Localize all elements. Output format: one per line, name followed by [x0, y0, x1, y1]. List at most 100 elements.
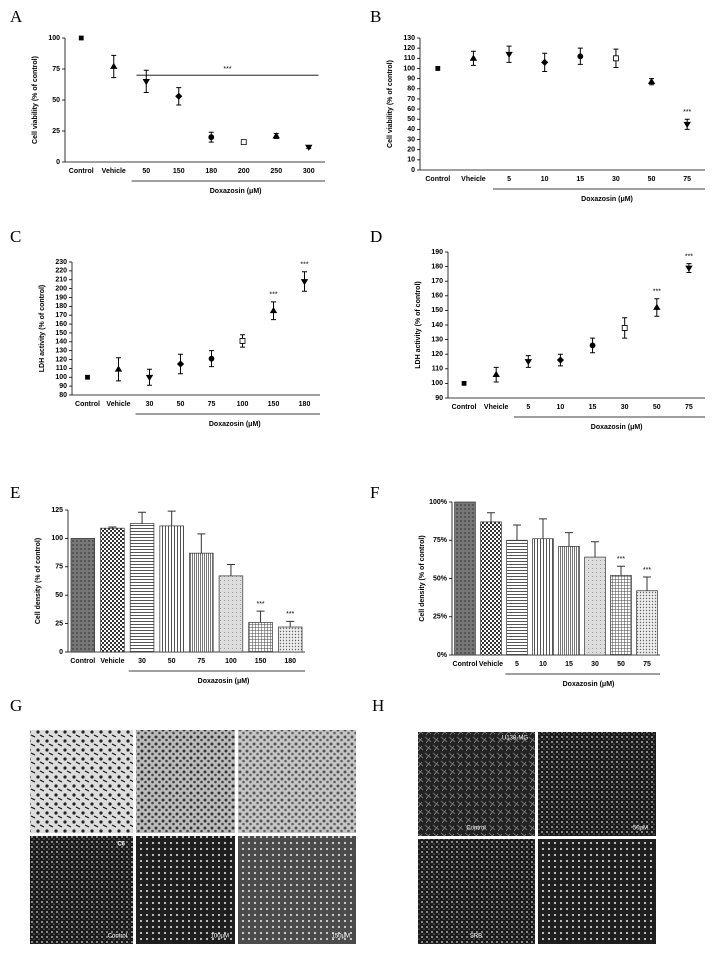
chart: E 0 25 50 75 100 125 Cell density (% of control…: [10, 483, 305, 685]
bar: [189, 552, 214, 653]
x-tick-label: 150: [255, 658, 267, 665]
y-tick-label: 50: [52, 97, 60, 104]
x-tick-label: 15: [589, 404, 597, 411]
point: [613, 55, 619, 62]
x-tick-label: Control: [453, 661, 478, 668]
x-tick-label: 250: [270, 168, 282, 175]
point: [110, 62, 118, 69]
point: [272, 132, 280, 139]
point: [577, 53, 584, 60]
y-tick-label: 160: [431, 293, 443, 300]
y-tick-label: 110: [432, 366, 443, 373]
point: [621, 325, 628, 331]
point: [524, 359, 533, 366]
chart: F 0% 25% 50% 75% 100% Cell density (% of contr…: [370, 483, 660, 688]
x-axis-label: Doxazosin (μM): [210, 188, 262, 195]
y-tick-label: 210: [55, 277, 67, 284]
error-bar: [643, 576, 651, 591]
y-tick-label: 50: [55, 592, 63, 599]
bar: [70, 538, 96, 653]
x-axis-label: Doxazosin (μM): [563, 681, 615, 688]
x-tick-label: Control: [75, 401, 100, 408]
panel-label: H: [372, 696, 384, 715]
micrograph-grid: [30, 730, 356, 944]
point: [145, 374, 154, 382]
y-tick-label: 0%: [437, 652, 448, 659]
x-tick-label: 150: [173, 168, 185, 175]
x-tick-label: 50: [168, 658, 176, 665]
x-tick-label: 300: [303, 168, 315, 175]
error-bar: [513, 524, 521, 541]
y-tick-label: 100: [431, 380, 443, 387]
x-tick-label: Vehicle: [102, 168, 126, 175]
y-tick-label: 75: [55, 564, 63, 571]
micrograph: [30, 730, 133, 833]
x-tick-label: 15: [576, 176, 584, 183]
x-tick-label: Control: [70, 658, 95, 665]
error-bar: [108, 526, 117, 529]
error-bar: [138, 511, 147, 524]
y-tick-label: 60: [407, 106, 415, 113]
chart: A 0 25 50 75 100 Cell viability (% of control)…: [10, 7, 325, 195]
y-tick-label: 30: [407, 136, 415, 143]
error-bar: [167, 510, 176, 526]
significance-label: ***: [643, 567, 651, 574]
x-tick-label: Vehicle: [100, 658, 124, 665]
y-tick-label: 110: [404, 55, 415, 62]
significance-label: ***: [300, 262, 308, 269]
y-tick-label: 125: [51, 507, 63, 514]
y-tick-label: 100: [55, 374, 67, 381]
point: [239, 338, 246, 344]
bar: [454, 501, 476, 656]
error-bar: [256, 610, 265, 623]
x-tick-label: 30: [591, 661, 599, 668]
panel-label: G: [10, 696, 22, 715]
point: [208, 134, 215, 141]
y-tick-label: 120: [403, 45, 415, 52]
panel-label: D: [370, 227, 382, 246]
point: [647, 77, 656, 85]
y-tick-label: 0: [59, 649, 63, 656]
x-tick-label: 15: [565, 661, 573, 668]
y-tick-label: 50: [407, 116, 415, 123]
x-axis-label: Doxazosin (μM): [591, 424, 643, 431]
x-tick-label: 10: [541, 176, 549, 183]
bar: [636, 590, 658, 656]
x-tick-label: 180: [284, 658, 296, 665]
y-tick-label: 140: [431, 322, 443, 329]
micrograph: [538, 732, 656, 836]
point: [685, 265, 693, 272]
micrograph: [238, 730, 356, 833]
bar: [610, 575, 632, 656]
point: [142, 79, 150, 86]
bar: [129, 523, 155, 653]
y-tick-label: 75%: [433, 537, 448, 544]
significance-label: ***: [286, 611, 294, 618]
chart: B 0 10 20 30 40 50 60 70 80 90 100 110 120 130 Cell via…: [370, 7, 705, 203]
y-tick-label: 130: [403, 35, 415, 42]
x-tick-label: Vehicle: [479, 661, 503, 668]
point: [589, 342, 596, 349]
micrograph: [538, 839, 656, 944]
y-tick-label: 190: [431, 249, 443, 256]
x-tick-label: 75: [685, 404, 693, 411]
bar: [480, 521, 502, 656]
x-tick-label: Vehicle: [106, 401, 130, 408]
x-tick-label: 50: [648, 176, 656, 183]
error-bar: [565, 532, 573, 547]
x-tick-label: 30: [612, 176, 620, 183]
micrograph: [30, 836, 133, 944]
point: [556, 356, 565, 364]
point: [85, 374, 90, 380]
y-tick-label: 100: [48, 35, 60, 42]
panel-label: E: [10, 483, 20, 502]
x-tick-label: 200: [238, 168, 250, 175]
micrograph: [238, 836, 356, 944]
x-tick-label: Control: [452, 404, 477, 411]
x-tick-label: Control: [69, 168, 94, 175]
x-axis-label: Doxazosin (μM): [198, 678, 250, 685]
x-tick-label: Vheicle: [461, 176, 486, 183]
bar: [277, 626, 303, 653]
significance-label: ***: [256, 601, 264, 608]
